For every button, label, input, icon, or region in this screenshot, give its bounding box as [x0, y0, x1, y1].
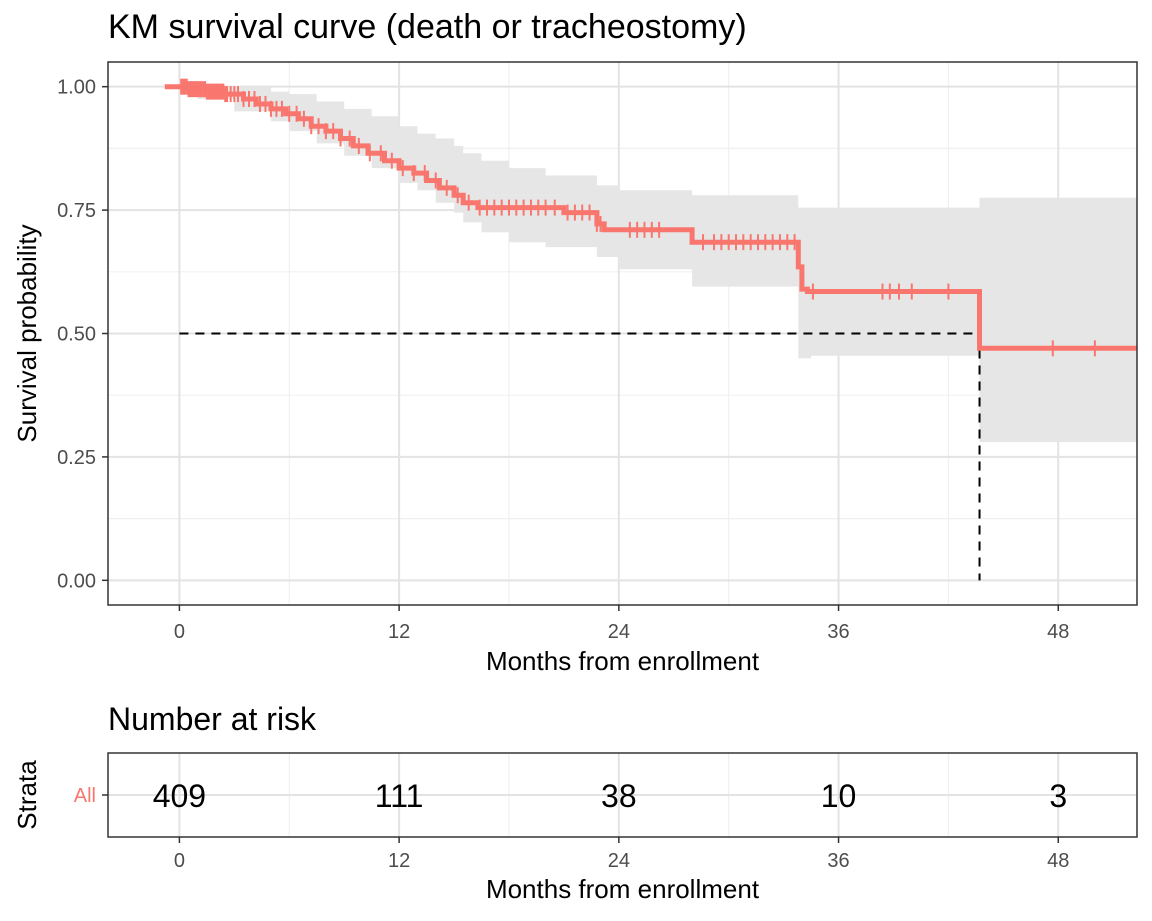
- strata-axis-title: Strata: [12, 760, 42, 830]
- y-tick-label: 1.00: [57, 77, 96, 99]
- risk-count: 38: [601, 778, 637, 814]
- strata-label-all: All: [74, 785, 96, 807]
- y-tick-label: 0.75: [57, 200, 96, 222]
- risk-x-tick-label: 0: [174, 850, 185, 872]
- x-axis-title: Months from enrollment: [486, 646, 760, 676]
- y-tick-label: 0.50: [57, 324, 96, 346]
- x-tick-label: 0: [174, 621, 185, 643]
- risk-count: 111: [375, 778, 424, 814]
- km-chart-title: KM survival curve (death or tracheostomy…: [108, 8, 747, 46]
- km-plot-panel: 0.00 0.25 0.50 0.75 1.00 0 12 24 36 48 Months from…: [12, 61, 1138, 676]
- risk-x-axis-title: Months from enrollment: [486, 874, 760, 904]
- risk-count: 10: [821, 778, 857, 814]
- risk-x-tick-label: 48: [1047, 850, 1069, 872]
- x-tick-label: 48: [1047, 621, 1069, 643]
- risk-x-tick-label: 12: [388, 850, 410, 872]
- risk-count: 409: [153, 778, 206, 814]
- risk-table-title: Number at risk: [108, 701, 317, 737]
- risk-x-tick-label: 24: [608, 850, 630, 872]
- y-axis-title: Survival probability: [12, 224, 42, 442]
- x-tick-label: 12: [388, 621, 410, 643]
- survival-curve: [164, 84, 1137, 351]
- risk-count: 3: [1049, 778, 1067, 814]
- x-tick-label: 36: [827, 621, 849, 643]
- y-tick-label: 0.00: [57, 570, 96, 592]
- risk-x-tick-label: 36: [827, 850, 849, 872]
- risk-table-panel: 409 111 38 10 3 All 0 12 24 36 48 Months from enrol…: [12, 752, 1138, 904]
- x-tick-label: 24: [608, 621, 630, 643]
- y-tick-label: 0.25: [57, 447, 96, 469]
